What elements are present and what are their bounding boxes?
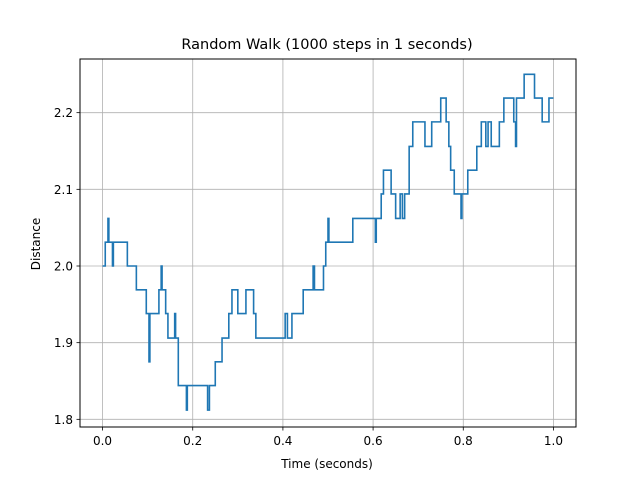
y-tick-label: 2.2 (54, 106, 73, 120)
y-tick-label: 1.8 (54, 413, 73, 427)
y-tick-label: 2.1 (54, 183, 73, 197)
y-axis-title: Distance (29, 218, 43, 270)
x-tick-label: 0.8 (454, 434, 473, 448)
series-layer (102, 73, 554, 411)
x-tick-label: 0.2 (183, 434, 202, 448)
plot-frame (79, 58, 577, 428)
x-tick-label: 0.4 (273, 434, 292, 448)
random-walk-line (102, 73, 554, 411)
chart-title: Random Walk (1000 steps in 1 seconds) (181, 37, 472, 53)
x-tick-label: 0.6 (364, 434, 383, 448)
y-axis: 1.8 1.9 2.0 2.1 2.2 (54, 106, 80, 427)
x-axis: 0.0 0.2 0.4 0.6 0.8 1.0 (93, 427, 563, 448)
x-tick-label: 1.0 (544, 434, 563, 448)
grid (80, 59, 576, 427)
y-tick-label: 1.9 (54, 336, 73, 350)
x-tick-label: 0.0 (93, 434, 112, 448)
x-axis-title: Time (seconds) (280, 457, 373, 471)
y-tick-label: 2.0 (54, 260, 73, 274)
